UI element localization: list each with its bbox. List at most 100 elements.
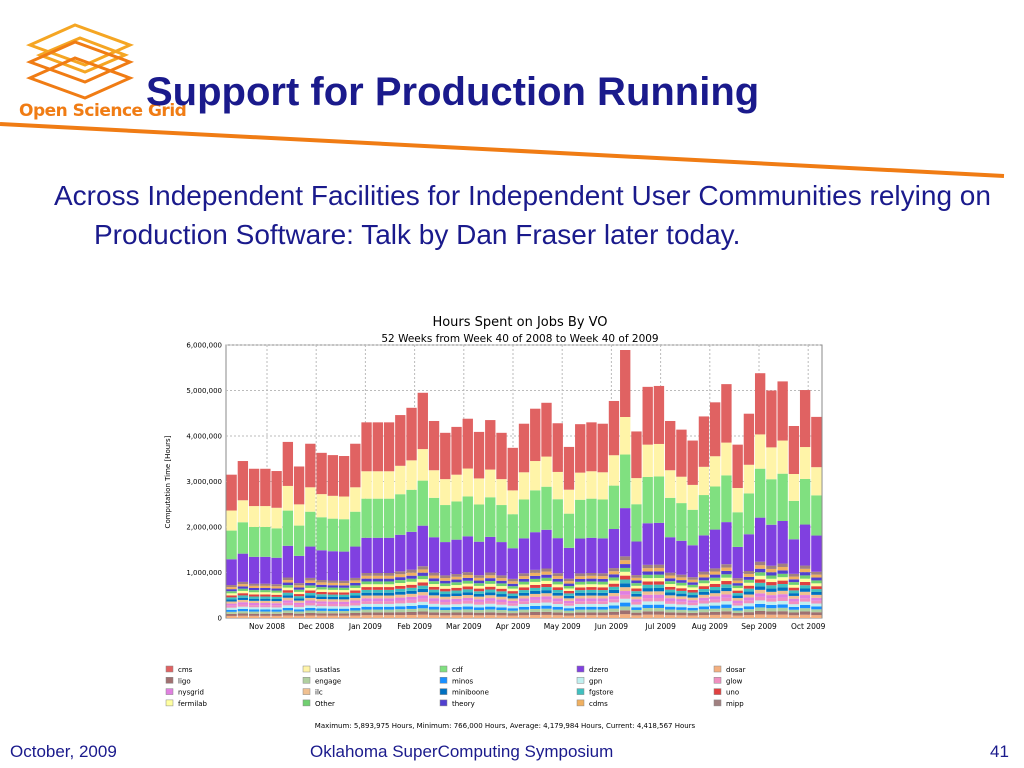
bar-segment-cdf <box>237 522 249 554</box>
bar-segment-ligo <box>777 611 788 615</box>
bar-segment-cms <box>428 420 440 471</box>
bar-segment-engage <box>406 608 417 612</box>
bar-segment-minos <box>811 606 822 610</box>
bar-segment-engage <box>608 608 620 612</box>
bar-segment-other <box>788 582 800 585</box>
bar-segment-usatlas <box>282 485 294 511</box>
bar-segment-other <box>653 574 665 578</box>
bar-segment-dzero <box>788 539 800 574</box>
legend-swatch-minos <box>439 677 448 684</box>
bar-segment-gpn <box>563 605 575 609</box>
bar-segment-cdms <box>428 575 440 579</box>
bar-segment-fgstore <box>687 592 698 596</box>
bar-segment-other <box>485 581 496 584</box>
bar-segment-dzero <box>248 556 260 584</box>
bar-segment-fgstore <box>428 589 440 593</box>
bar-segment-dzero <box>766 524 777 566</box>
x-tick-label: Mar 2009 <box>446 622 482 631</box>
bar-segment-cdms <box>665 575 676 579</box>
bar-segment-fgstore <box>642 584 653 589</box>
bar-segment-nysgrid <box>631 599 642 602</box>
bar-segment-fgstore <box>518 590 530 593</box>
bar-segment-cdms <box>372 575 383 579</box>
bar-segment-minos <box>709 605 721 609</box>
bar-segment-ligo <box>327 613 339 616</box>
bar-segment-mipp <box>788 573 800 577</box>
legend-label-glow: glow <box>726 677 743 685</box>
bar-segment-gpn <box>417 601 428 606</box>
bar-segment-cms <box>541 402 552 457</box>
bar-segment-ilc <box>777 590 788 595</box>
bar-segment-dosar <box>743 615 755 618</box>
bar-segment-miniboone <box>271 598 282 602</box>
bar-segment-uno <box>507 591 518 594</box>
bar-segment-engage <box>575 609 586 613</box>
bar-segment-miniboone <box>530 590 541 594</box>
bar-segment-dosar <box>575 615 586 618</box>
bar-segment-nysgrid <box>777 594 788 598</box>
bar-segment-usatlas <box>799 447 811 479</box>
bar-segment-fermilab <box>799 578 811 582</box>
bar-segment-glow <box>428 601 440 604</box>
bar-segment-dzero <box>698 535 710 572</box>
bar-segment-cdms <box>226 587 237 590</box>
bar-segment-fgstore <box>271 596 282 599</box>
bar-segment-fgstore <box>575 590 586 593</box>
bar-segment-fgstore <box>530 587 541 591</box>
bar-segment-dosar <box>338 615 350 618</box>
bar-segment-glow <box>687 602 698 606</box>
bar-segment-engage <box>732 610 743 614</box>
bar-segment-theory <box>361 578 372 582</box>
bar-segment-ligo <box>383 612 395 616</box>
bar-segment-engage <box>260 611 271 614</box>
bar-segment-dzero <box>327 551 339 581</box>
bar-segment-dzero <box>777 520 788 564</box>
bar-segment-fgstore <box>485 589 496 593</box>
bar-segment-ilc <box>754 589 766 594</box>
bar-segment-theory <box>451 579 462 583</box>
bar-segment-dosar <box>406 614 417 618</box>
bar-segment-ilc <box>305 597 316 601</box>
bar-segment-cdf <box>282 510 294 546</box>
bar-segment-fgstore <box>665 589 676 593</box>
bar-segment-cdms <box>485 575 496 579</box>
bar-segment-cdms <box>608 571 620 575</box>
bar-segment-usatlas <box>293 504 305 526</box>
legend-swatch-glow <box>713 677 722 684</box>
bar-segment-nysgrid <box>642 594 653 599</box>
bar-segment-miniboone <box>642 588 653 592</box>
bar-segment-cms <box>777 381 788 441</box>
bar-segment-cdf <box>586 498 597 538</box>
bar-segment-fermilab <box>754 575 766 580</box>
bar-segment-nysgrid <box>473 599 485 602</box>
bar-segment-uno <box>631 588 642 592</box>
bar-segment-dosar <box>541 614 552 618</box>
bar-segment-gpn <box>687 605 698 608</box>
bar-segment-dzero <box>451 539 462 575</box>
bar-segment-fermilab <box>260 592 271 595</box>
bar-segment-minos <box>721 604 732 608</box>
bar-segment-glow <box>462 600 473 604</box>
bar-segment-gpn <box>732 605 743 609</box>
bar-segment-theory <box>653 571 665 575</box>
bar-segment-fgstore <box>473 591 485 594</box>
bar-segment-ilc <box>575 595 586 599</box>
bar-segment-dosar <box>518 615 530 618</box>
bar-segment-ligo <box>485 612 496 616</box>
bar-segment-other <box>777 573 788 578</box>
bar-segment-fermilab <box>676 585 687 589</box>
bar-segment-dosar <box>440 615 451 618</box>
bar-segment-dosar <box>597 615 608 618</box>
bar-segment-ligo <box>586 612 597 616</box>
bar-segment-fermilab <box>586 584 597 588</box>
bar-segment-ligo <box>620 610 631 615</box>
bar-segment-nysgrid <box>440 599 451 603</box>
bar-segment-glow <box>811 600 822 604</box>
bar-segment-dzero <box>597 538 608 574</box>
bar-segment-cdf <box>428 497 440 538</box>
bar-segment-mipp <box>698 571 710 575</box>
bar-segment-nysgrid <box>766 595 777 599</box>
bar-segment-cms <box>361 422 372 472</box>
bar-segment-ilc <box>327 599 339 602</box>
bar-segment-uno <box>597 587 608 591</box>
